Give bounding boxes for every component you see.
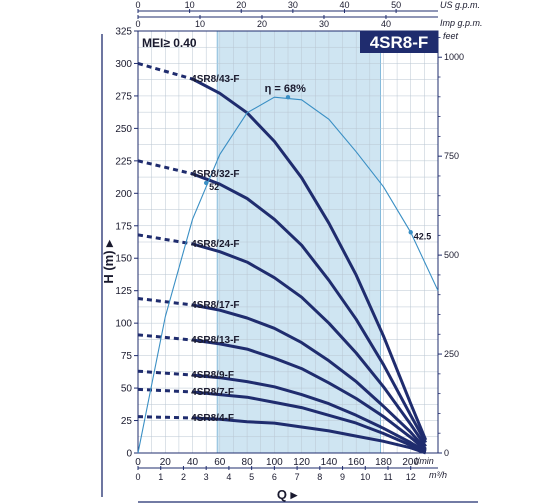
efficiency-point-label: 52 — [209, 182, 219, 192]
us-gpm-tick-label: 40 — [339, 0, 349, 10]
m3h-tick-label: 7 — [295, 472, 300, 482]
curve-label: 4SR8/9-F — [191, 370, 234, 381]
y-tick-label: 275 — [115, 91, 132, 102]
feet-tick-label: 750 — [444, 151, 459, 161]
x-tick-label: 100 — [266, 457, 283, 468]
imp-gpm-tick-label: 30 — [319, 19, 329, 29]
m3h-tick-label: 1 — [158, 472, 163, 482]
efficiency-point — [408, 230, 413, 235]
pump-curve-6 — [192, 373, 427, 453]
x-tick-label: 160 — [348, 457, 365, 468]
y-tick-label: 300 — [115, 59, 132, 70]
m3h-tick-label: 3 — [204, 472, 209, 482]
x-tick-label: 120 — [293, 457, 310, 468]
curve-dashed-start — [137, 415, 193, 420]
m3h-tick-label: 2 — [181, 472, 186, 482]
y-tick-label: 200 — [115, 189, 132, 200]
m3h-tick-label: 0 — [135, 472, 140, 482]
m3h-tick-label: 12 — [406, 472, 416, 482]
m3h-tick-label: 8 — [317, 472, 322, 482]
mei-label: MEI≥ 0.40 — [142, 36, 197, 50]
y-tick-label: 125 — [115, 286, 132, 297]
model-title: 4SR8-F — [370, 33, 429, 52]
us-gpm-tick-label: 10 — [185, 0, 195, 10]
efficiency-point-label: 42.5 — [414, 231, 432, 241]
y-axis-title: H (m) ▸ — [101, 239, 116, 284]
y-tick-label: 0 — [126, 449, 132, 460]
x-tick-label: 200 — [402, 457, 419, 468]
curve-label: 4SR8/13-F — [191, 335, 239, 346]
y-tick-label: 325 — [115, 27, 132, 38]
x-axis-title: Q ▸ — [277, 487, 299, 502]
x-tick-label: 140 — [321, 457, 338, 468]
curve-dashed-start — [137, 233, 193, 246]
curve-dashed-start — [137, 159, 193, 176]
curve-dashed-start — [137, 62, 193, 81]
pump-curve-8 — [192, 416, 427, 455]
us-gpm-unit: US g.p.m. — [440, 0, 480, 10]
y-tick-label: 25 — [121, 416, 133, 427]
x-tick-label: 0 — [135, 457, 141, 468]
model-banner — [360, 31, 438, 53]
x-tick-label: 60 — [214, 457, 226, 468]
efficiency-peak-label: η = 68% — [265, 83, 306, 95]
pump-curve-3 — [192, 242, 427, 448]
imp-gpm-tick-label: 20 — [257, 19, 267, 29]
curve-label: 4SR8/17-F — [191, 300, 239, 311]
y-tick-label: 175 — [115, 221, 132, 232]
curve-label: 4SR8/32-F — [191, 169, 239, 180]
pump-curve-1 — [191, 77, 428, 441]
m3h-tick-label: 4 — [226, 472, 231, 482]
feet-tick-label: 500 — [444, 250, 459, 260]
feet-tick-label: 1000 — [444, 52, 464, 62]
curve-label: 4SR8/7-F — [191, 387, 234, 398]
feet-unit-label: feet — [443, 31, 459, 41]
curve-label: 4SR8/43-F — [191, 74, 239, 85]
m3h-tick-label: 5 — [249, 472, 254, 482]
m3h-unit: m³/h — [429, 470, 447, 480]
y-tick-label: 75 — [121, 351, 133, 362]
m3h-tick-label: 11 — [383, 472, 392, 482]
pump-curve-4 — [192, 303, 427, 451]
efficiency-point — [203, 180, 209, 186]
feet-tick-label: 250 — [444, 349, 459, 359]
y-tick-label: 250 — [115, 124, 132, 135]
curve-dashed-start — [137, 369, 193, 377]
y-tick-label: 100 — [115, 319, 132, 330]
us-gpm-tick-label: 50 — [391, 0, 401, 10]
plot-frame — [137, 30, 439, 454]
y-tick-label: 225 — [115, 156, 132, 167]
us-gpm-tick-label: 0 — [135, 0, 140, 10]
feet-tick-label: 0 — [444, 448, 449, 458]
curve-label: 4SR8/24-F — [191, 239, 239, 250]
x-tick-label: 180 — [375, 457, 392, 468]
x-tick-label: 40 — [187, 457, 199, 468]
x-unit-label: l/min — [415, 456, 434, 466]
imp-gpm-tick-label: 40 — [381, 19, 391, 29]
us-gpm-tick-label: 30 — [288, 0, 298, 10]
curve-dashed-start — [137, 296, 193, 307]
x-tick-label: 80 — [242, 457, 254, 468]
m3h-tick-label: 9 — [340, 472, 345, 482]
imp-gpm-tick-label: 0 — [135, 19, 140, 29]
pump-curve-5 — [192, 338, 427, 452]
y-tick-label: 150 — [115, 254, 132, 265]
m3h-tick-label: 6 — [272, 472, 277, 482]
y-tick-label: 50 — [121, 384, 133, 395]
pump-curve-2 — [191, 172, 428, 444]
imp-gpm-unit: Imp g.p.m. — [440, 18, 483, 28]
curve-dashed-start — [137, 333, 193, 342]
x-tick-label: 20 — [160, 457, 172, 468]
efficiency-point — [285, 95, 291, 100]
pump-curve-7 — [192, 390, 427, 454]
curve-dashed-start — [137, 387, 193, 394]
us-gpm-tick-label: 20 — [236, 0, 246, 10]
m3h-tick-label: 10 — [360, 472, 370, 482]
imp-gpm-tick-label: 10 — [195, 19, 205, 29]
curve-label: 4SR8/4-F — [191, 413, 234, 424]
